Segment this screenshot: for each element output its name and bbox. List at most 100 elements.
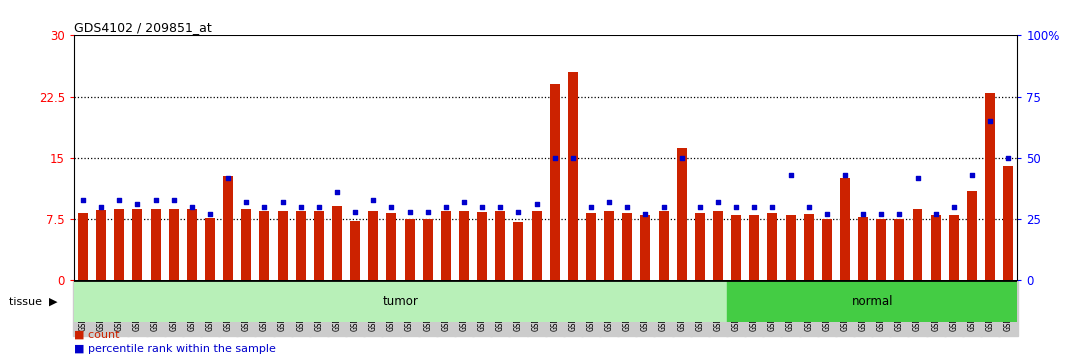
Point	[74, 197, 91, 202]
Bar	[713, 211, 722, 280]
Point	[509, 209, 527, 215]
Point	[492, 204, 509, 210]
Point	[220, 175, 237, 180]
Bar	[930, 215, 941, 280]
Point	[128, 202, 146, 207]
Bar	[74, 280, 727, 322]
Bar	[894, 219, 904, 280]
Point	[655, 204, 672, 210]
Point	[837, 172, 854, 178]
Bar	[205, 218, 215, 280]
Bar	[604, 211, 614, 280]
Point	[237, 199, 255, 205]
Point	[636, 211, 654, 217]
Point	[256, 204, 273, 210]
Bar	[967, 190, 977, 280]
Point	[292, 204, 309, 210]
Bar	[514, 222, 523, 280]
Bar	[804, 214, 814, 280]
Bar	[169, 209, 178, 280]
Point	[818, 211, 836, 217]
Bar	[549, 84, 559, 280]
Bar	[876, 219, 887, 280]
Text: tumor: tumor	[383, 295, 419, 308]
Point	[437, 204, 455, 210]
Point	[473, 204, 491, 210]
Point	[455, 199, 472, 205]
Bar	[495, 211, 505, 280]
Point	[364, 197, 382, 202]
Point	[728, 204, 745, 210]
Bar	[405, 219, 415, 280]
Bar	[478, 212, 487, 280]
Point	[546, 155, 564, 161]
Point	[601, 199, 618, 205]
Point	[873, 211, 890, 217]
Bar	[459, 211, 469, 280]
Bar	[96, 210, 107, 280]
Bar	[423, 219, 433, 280]
Point	[329, 189, 346, 195]
Point	[981, 118, 999, 124]
Point	[782, 172, 800, 178]
Bar	[658, 211, 668, 280]
Bar	[187, 209, 197, 280]
Bar	[369, 211, 379, 280]
Bar	[913, 209, 923, 280]
Point	[891, 211, 908, 217]
Bar	[223, 176, 233, 280]
Point	[673, 155, 691, 161]
Text: ■ count: ■ count	[74, 330, 120, 339]
Point	[400, 209, 418, 215]
Bar	[949, 215, 959, 280]
Point	[745, 204, 763, 210]
Point	[183, 204, 200, 210]
Point	[310, 204, 327, 210]
Bar	[78, 213, 88, 280]
Bar	[586, 213, 596, 280]
Text: GDS4102 / 209851_at: GDS4102 / 209851_at	[74, 21, 212, 34]
Point	[165, 197, 183, 202]
Point	[274, 199, 292, 205]
Bar	[840, 178, 850, 280]
Point	[201, 211, 219, 217]
Bar	[695, 213, 705, 280]
Bar	[114, 209, 124, 280]
Point	[945, 204, 963, 210]
Bar	[296, 211, 306, 280]
Bar	[150, 209, 161, 280]
Bar	[821, 219, 832, 280]
Bar	[568, 72, 578, 280]
Point	[619, 204, 636, 210]
Bar	[622, 213, 632, 280]
Bar	[386, 213, 396, 280]
Bar	[332, 206, 342, 280]
Bar	[858, 217, 868, 280]
Bar	[133, 209, 143, 280]
Point	[927, 211, 944, 217]
Bar	[277, 211, 287, 280]
Point	[419, 209, 436, 215]
Point	[346, 209, 363, 215]
Point	[908, 175, 926, 180]
Point	[709, 199, 727, 205]
Point	[111, 197, 128, 202]
Point	[691, 204, 708, 210]
Bar	[677, 148, 687, 280]
Point	[582, 204, 599, 210]
Bar	[731, 215, 741, 280]
Text: normal: normal	[852, 295, 893, 308]
Bar	[750, 215, 759, 280]
Point	[854, 211, 871, 217]
Bar	[242, 209, 251, 280]
Bar	[641, 215, 651, 280]
Point	[764, 204, 781, 210]
Bar	[786, 215, 795, 280]
Point	[800, 204, 817, 210]
Bar	[314, 211, 324, 280]
Point	[528, 202, 545, 207]
Point	[383, 204, 400, 210]
Text: ■ percentile rank within the sample: ■ percentile rank within the sample	[74, 344, 276, 354]
Point	[565, 155, 582, 161]
Bar	[350, 221, 360, 280]
